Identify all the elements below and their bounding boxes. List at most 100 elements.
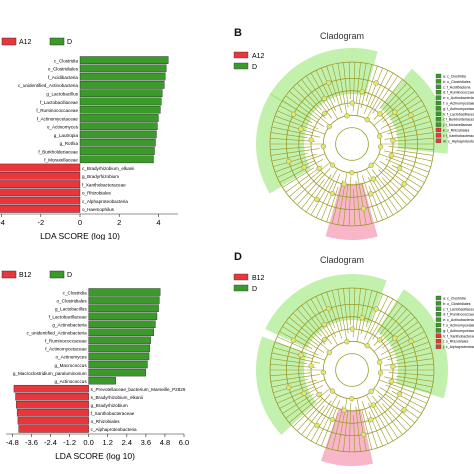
taxon-node	[308, 363, 314, 369]
taxon-node	[320, 369, 327, 376]
key-label: a: c_Clostridia	[443, 75, 466, 79]
taxon-node	[370, 176, 376, 182]
lda-bar	[88, 320, 156, 328]
branch	[315, 70, 337, 111]
lda-bar	[79, 155, 154, 164]
taxon-node	[329, 388, 336, 394]
bar-label: c_Alphaproteobacteria	[82, 199, 128, 204]
branch	[285, 391, 323, 419]
lda-bar	[79, 81, 165, 89]
key-swatch	[435, 333, 442, 338]
taxon-node	[368, 162, 374, 168]
branch	[371, 169, 403, 209]
lda-bar	[88, 328, 155, 337]
branch	[292, 398, 323, 428]
bar-label: g_Rothia	[60, 141, 79, 146]
bar-label: f_Lactobacillaceae	[40, 100, 78, 105]
branch	[343, 410, 349, 452]
branch	[369, 70, 389, 108]
branch	[373, 317, 416, 352]
bar-label: g_Macroclostridium_paraluminosum	[13, 371, 87, 376]
lda-bar	[88, 296, 160, 304]
branch	[292, 312, 326, 345]
branch	[288, 162, 331, 197]
branch	[315, 296, 337, 337]
branch	[366, 72, 394, 120]
taxon-node	[321, 321, 327, 328]
branch	[360, 64, 373, 109]
key-label: c: f_Acidibacteria	[443, 85, 470, 89]
key-swatch	[435, 122, 442, 127]
taxon-node	[388, 378, 394, 385]
branch	[355, 288, 361, 330]
branch	[360, 290, 373, 335]
lda-bar	[0, 205, 81, 213]
branch	[372, 75, 399, 114]
branch	[367, 177, 389, 218]
branch	[301, 405, 325, 435]
bar-label: c_unidentified_Actinobacteria	[27, 331, 87, 336]
legend-swatch	[49, 37, 65, 46]
branch	[288, 317, 331, 352]
x-axis-label: LDA SCORE (log 10)	[55, 451, 135, 461]
lda-bar	[79, 130, 157, 139]
key-swatch	[435, 84, 442, 89]
branch	[373, 162, 416, 197]
bar-label: f_Ruminococcaceae	[36, 108, 78, 113]
taxon-node	[329, 416, 335, 423]
key-swatch	[435, 127, 442, 133]
taxon-node	[373, 80, 379, 86]
branch	[388, 372, 434, 377]
taxon-node	[316, 391, 322, 398]
taxon-node	[377, 337, 383, 343]
bar-label: c_unidentified_Actinobacteria	[18, 83, 78, 88]
branch	[355, 62, 361, 104]
branch	[373, 91, 416, 126]
key-swatch	[435, 328, 442, 333]
x-tick-label: -4.8	[6, 438, 19, 447]
taxonomy-ring	[298, 316, 406, 424]
branch	[378, 341, 430, 361]
taxonomy-ring	[269, 61, 435, 227]
taxon-node	[377, 133, 383, 139]
taxon-node	[326, 306, 332, 312]
branch	[396, 126, 433, 135]
branch	[282, 167, 314, 188]
branch	[388, 146, 434, 151]
legend-swatch	[233, 273, 249, 281]
bar-label: g_Bradyrhizobium	[82, 174, 119, 179]
taxon-node	[396, 165, 403, 171]
taxon-node	[368, 417, 374, 423]
bar-label: f_Ruminococcaceae	[45, 339, 87, 344]
branch	[369, 296, 389, 334]
branch	[337, 289, 348, 342]
key-label: e: c_Actinobacteria	[443, 96, 474, 100]
branch	[379, 305, 403, 335]
x-tick-label: 2.4	[122, 438, 132, 447]
branch	[296, 308, 323, 337]
branch	[355, 180, 361, 226]
branch	[274, 379, 326, 399]
branch	[270, 363, 316, 368]
key-label: g: f_Actinomycetaceae	[443, 329, 474, 333]
taxon-node	[286, 384, 292, 391]
branch	[276, 336, 319, 356]
bar-label: o_Actinomyces	[55, 355, 87, 360]
bar-label: g_Lautropia	[54, 133, 79, 138]
branch	[396, 149, 434, 156]
branch	[378, 379, 430, 399]
key-swatch	[435, 138, 442, 143]
taxon-node	[392, 109, 398, 115]
branch	[396, 375, 434, 382]
bar-label: f_Burkholderiaceae	[38, 149, 78, 154]
bar-label: f_Acidibacteria	[48, 75, 79, 80]
taxon-node	[349, 170, 355, 176]
x-tick-label: 0.0	[83, 438, 93, 447]
key-swatch	[435, 301, 442, 306]
taxon-node	[301, 164, 307, 170]
branch	[305, 301, 330, 337]
branch	[372, 301, 399, 340]
branch	[331, 64, 343, 105]
key-label: a: c_Clostridia	[443, 297, 466, 301]
